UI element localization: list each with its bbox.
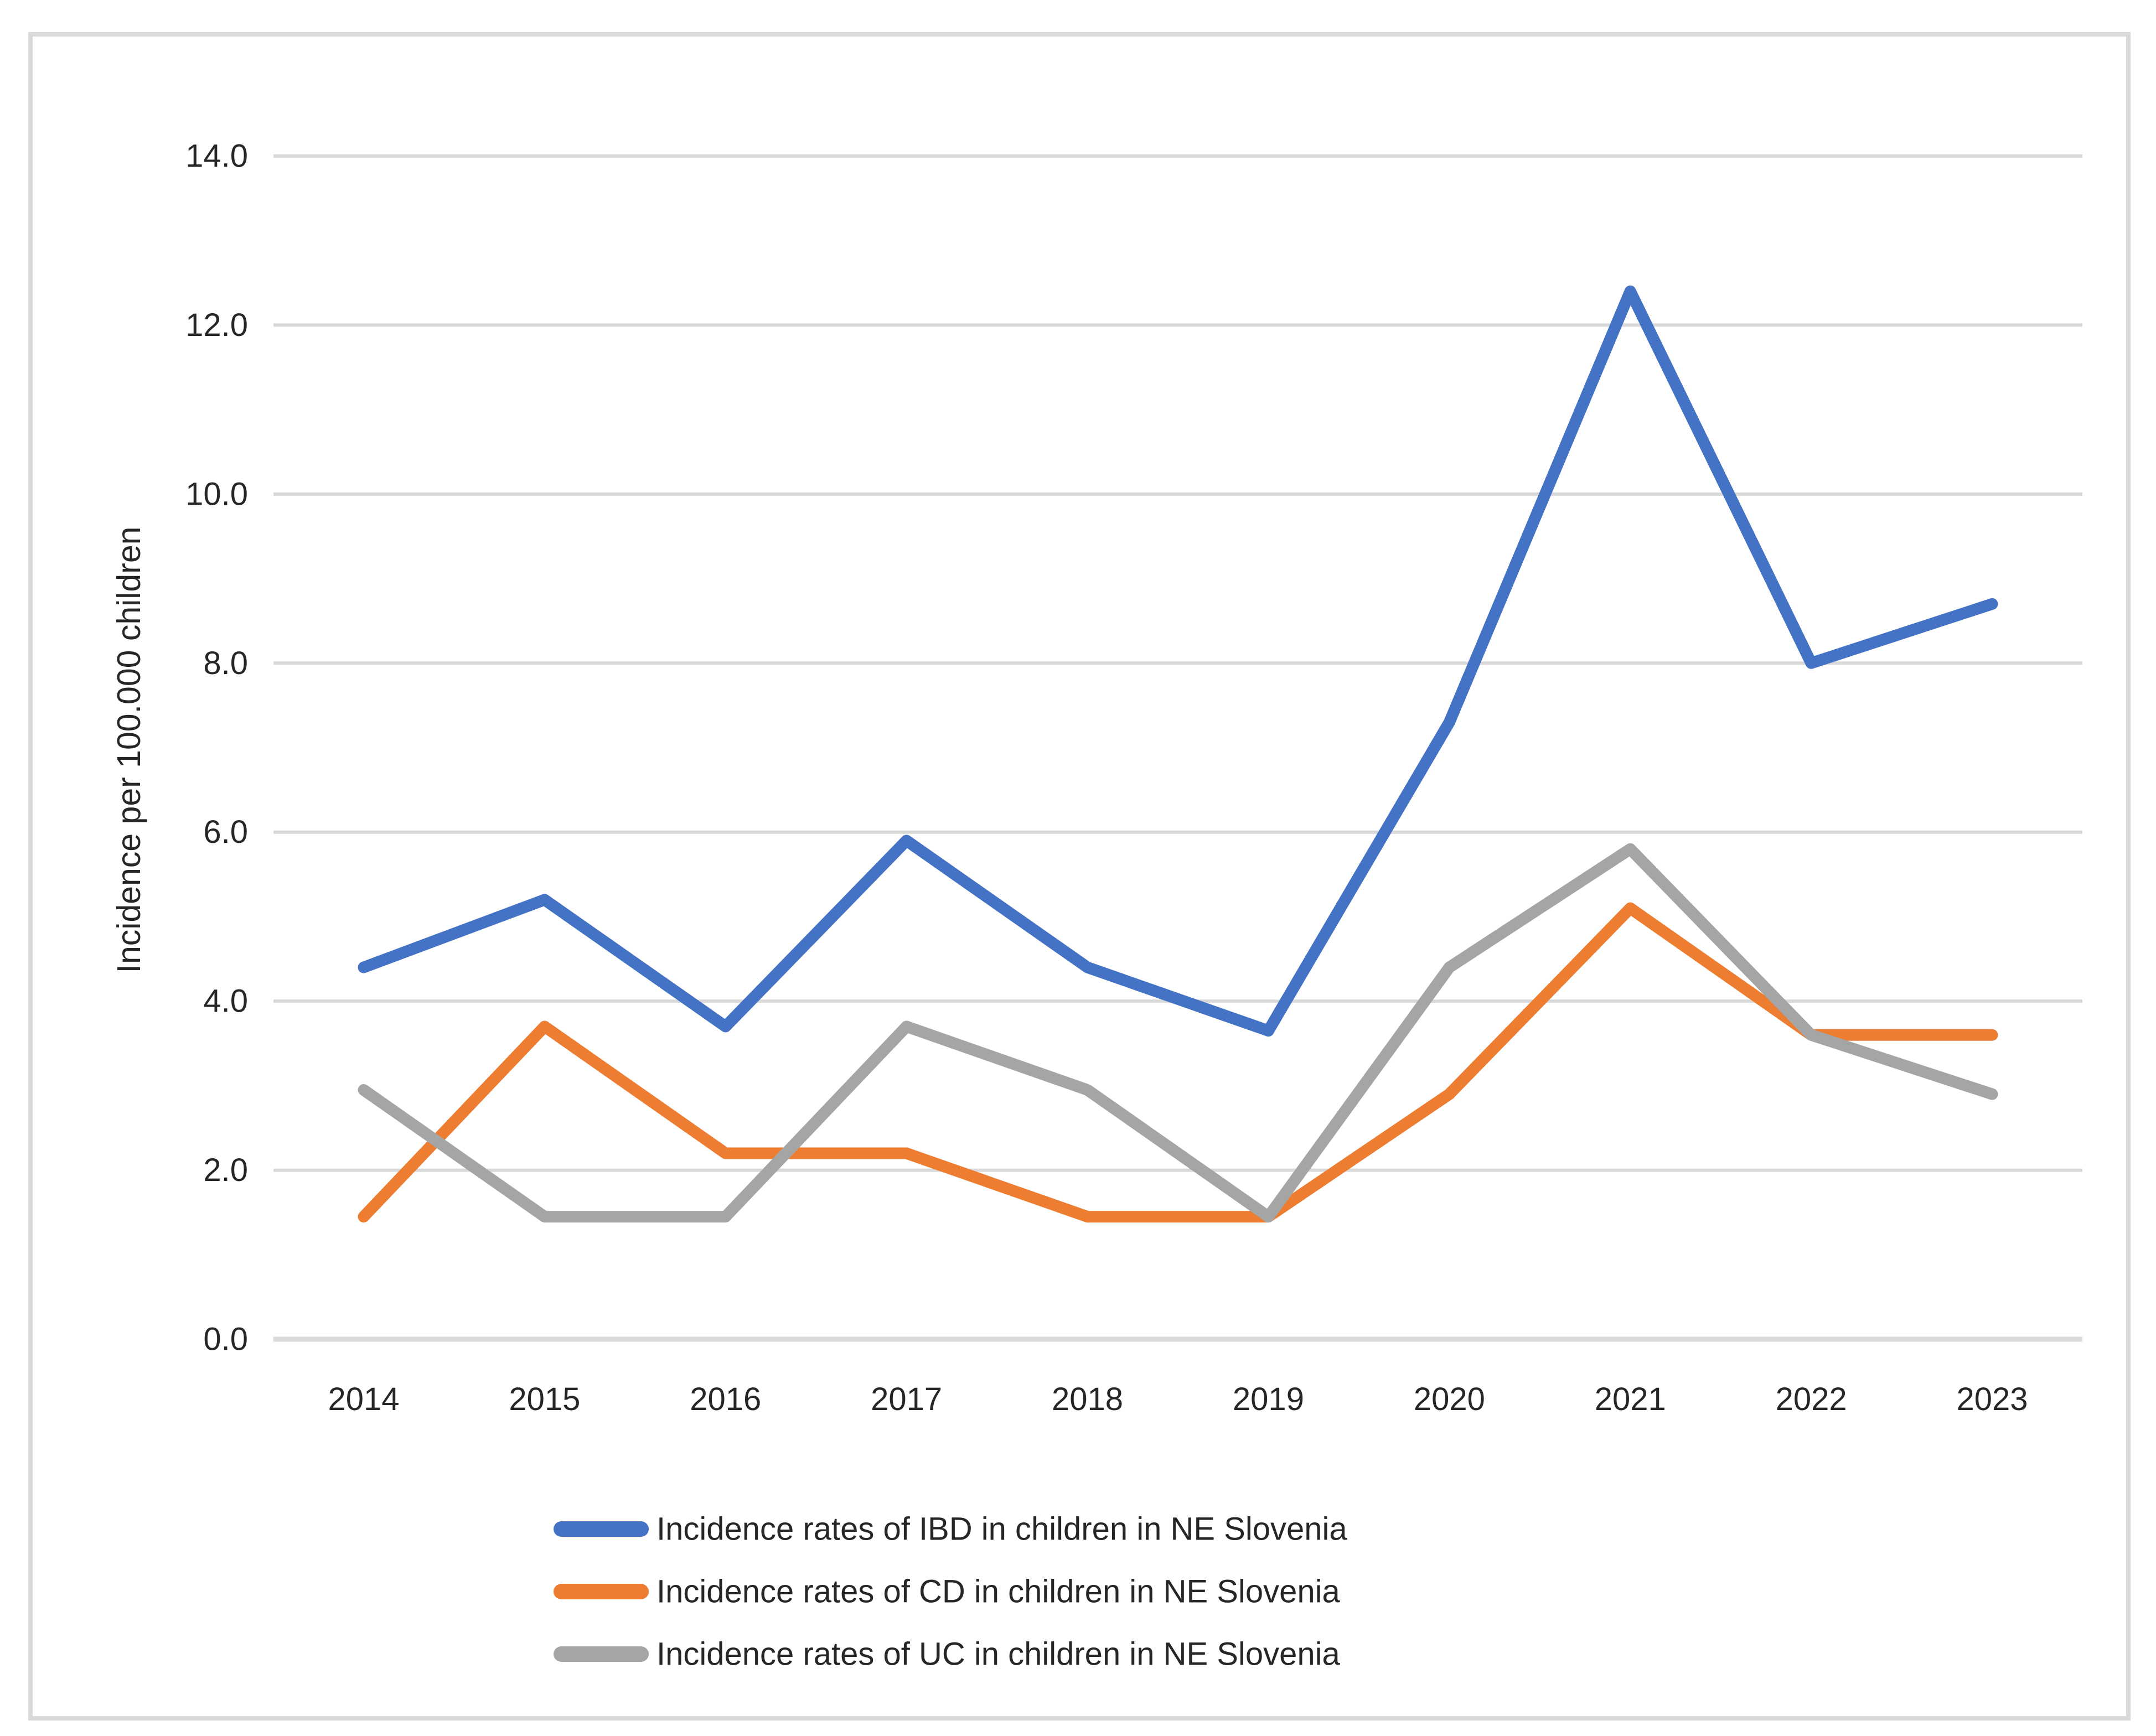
y-tick-label: 4.0 bbox=[203, 983, 248, 1019]
series-line-uc bbox=[358, 843, 1998, 1223]
y-tick-label: 12.0 bbox=[185, 307, 248, 343]
x-tick-label: 2020 bbox=[1414, 1381, 1485, 1417]
x-tick-label: 2017 bbox=[871, 1381, 942, 1417]
legend-swatch-icon bbox=[554, 1646, 649, 1662]
x-tick-label: 2014 bbox=[328, 1381, 399, 1417]
legend-label: Incidence rates of IBD in children in NE… bbox=[656, 1511, 1347, 1547]
x-tick-label: 2019 bbox=[1233, 1381, 1304, 1417]
x-tick-label: 2021 bbox=[1595, 1381, 1666, 1417]
legend-item: Incidence rates of CD in children in NE … bbox=[554, 1574, 1340, 1610]
x-tick-label: 2018 bbox=[1052, 1381, 1123, 1417]
legend: Incidence rates of IBD in children in NE… bbox=[554, 1511, 1347, 1672]
legend-label: Incidence rates of CD in children in NE … bbox=[656, 1574, 1340, 1610]
x-tick-label: 2015 bbox=[509, 1381, 580, 1417]
y-tick-label: 6.0 bbox=[203, 814, 248, 850]
y-axis-title: Incidence per 100.000 children bbox=[111, 527, 147, 973]
legend-item: Incidence rates of IBD in children in NE… bbox=[554, 1511, 1347, 1547]
series-line-cd bbox=[358, 902, 1998, 1223]
figure-border bbox=[28, 32, 2131, 1721]
series-line-ibd bbox=[358, 285, 1998, 1037]
y-tick-label: 10.0 bbox=[185, 476, 248, 512]
y-tick-label: 8.0 bbox=[203, 645, 248, 681]
x-tick-label: 2023 bbox=[1956, 1381, 2028, 1417]
legend-label: Incidence rates of UC in children in NE … bbox=[656, 1636, 1340, 1672]
y-axis-tick-labels: 0.0 2.0 4.0 6.0 8.0 10.0 12.0 14.0 bbox=[185, 138, 248, 1357]
x-tick-label: 2022 bbox=[1776, 1381, 1847, 1417]
legend-item: Incidence rates of UC in children in NE … bbox=[554, 1636, 1340, 1672]
gridlines bbox=[273, 154, 2082, 1342]
legend-swatch-icon bbox=[554, 1521, 649, 1537]
legend-swatch-icon bbox=[554, 1584, 649, 1599]
x-tick-label: 2016 bbox=[690, 1381, 761, 1417]
series-lines bbox=[358, 285, 1998, 1223]
y-tick-label: 14.0 bbox=[185, 138, 248, 174]
y-tick-label: 0.0 bbox=[203, 1322, 248, 1357]
x-axis-tick-labels: 2014 2015 2016 2017 2018 2019 2020 2021 2022 2023 bbox=[328, 1381, 2028, 1417]
y-tick-label: 2.0 bbox=[203, 1152, 248, 1188]
